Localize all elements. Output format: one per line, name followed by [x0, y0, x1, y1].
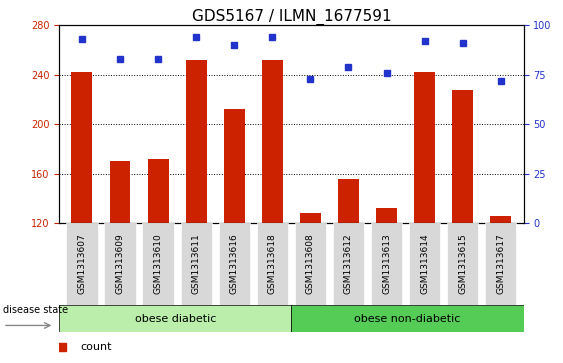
- FancyBboxPatch shape: [409, 223, 440, 305]
- FancyBboxPatch shape: [295, 223, 326, 305]
- Text: GSM1313609: GSM1313609: [115, 234, 124, 294]
- Bar: [262, 60, 283, 223]
- FancyBboxPatch shape: [333, 223, 364, 305]
- FancyBboxPatch shape: [447, 223, 479, 305]
- FancyBboxPatch shape: [66, 223, 97, 305]
- Text: GSM1313617: GSM1313617: [496, 234, 505, 294]
- FancyBboxPatch shape: [181, 223, 212, 305]
- Text: GSM1313613: GSM1313613: [382, 234, 391, 294]
- FancyBboxPatch shape: [218, 223, 250, 305]
- Bar: [338, 179, 359, 223]
- Text: GSM1313614: GSM1313614: [420, 234, 429, 294]
- Text: GSM1313618: GSM1313618: [268, 234, 277, 294]
- Text: GSM1313611: GSM1313611: [191, 234, 200, 294]
- Text: count: count: [81, 342, 111, 352]
- Text: obese diabetic: obese diabetic: [135, 314, 216, 323]
- Bar: [452, 90, 473, 223]
- FancyBboxPatch shape: [59, 305, 292, 332]
- Bar: [186, 60, 207, 223]
- FancyBboxPatch shape: [371, 223, 402, 305]
- Text: GSM1313608: GSM1313608: [306, 234, 315, 294]
- Text: GSM1313616: GSM1313616: [230, 234, 239, 294]
- Text: GSM1313612: GSM1313612: [344, 234, 353, 294]
- Bar: [224, 110, 245, 223]
- FancyBboxPatch shape: [142, 223, 174, 305]
- Text: disease state: disease state: [3, 305, 68, 315]
- Text: obese non-diabetic: obese non-diabetic: [354, 314, 461, 323]
- FancyBboxPatch shape: [104, 223, 136, 305]
- Bar: [72, 72, 92, 223]
- Bar: [414, 72, 435, 223]
- Bar: [148, 159, 168, 223]
- Bar: [300, 213, 321, 223]
- Bar: [490, 216, 511, 223]
- FancyBboxPatch shape: [485, 223, 516, 305]
- FancyBboxPatch shape: [292, 305, 524, 332]
- FancyBboxPatch shape: [257, 223, 288, 305]
- Title: GDS5167 / ILMN_1677591: GDS5167 / ILMN_1677591: [191, 9, 391, 25]
- Text: GSM1313610: GSM1313610: [154, 234, 163, 294]
- Text: GSM1313607: GSM1313607: [78, 234, 87, 294]
- Text: GSM1313615: GSM1313615: [458, 234, 467, 294]
- Bar: [376, 208, 397, 223]
- Bar: [110, 162, 131, 223]
